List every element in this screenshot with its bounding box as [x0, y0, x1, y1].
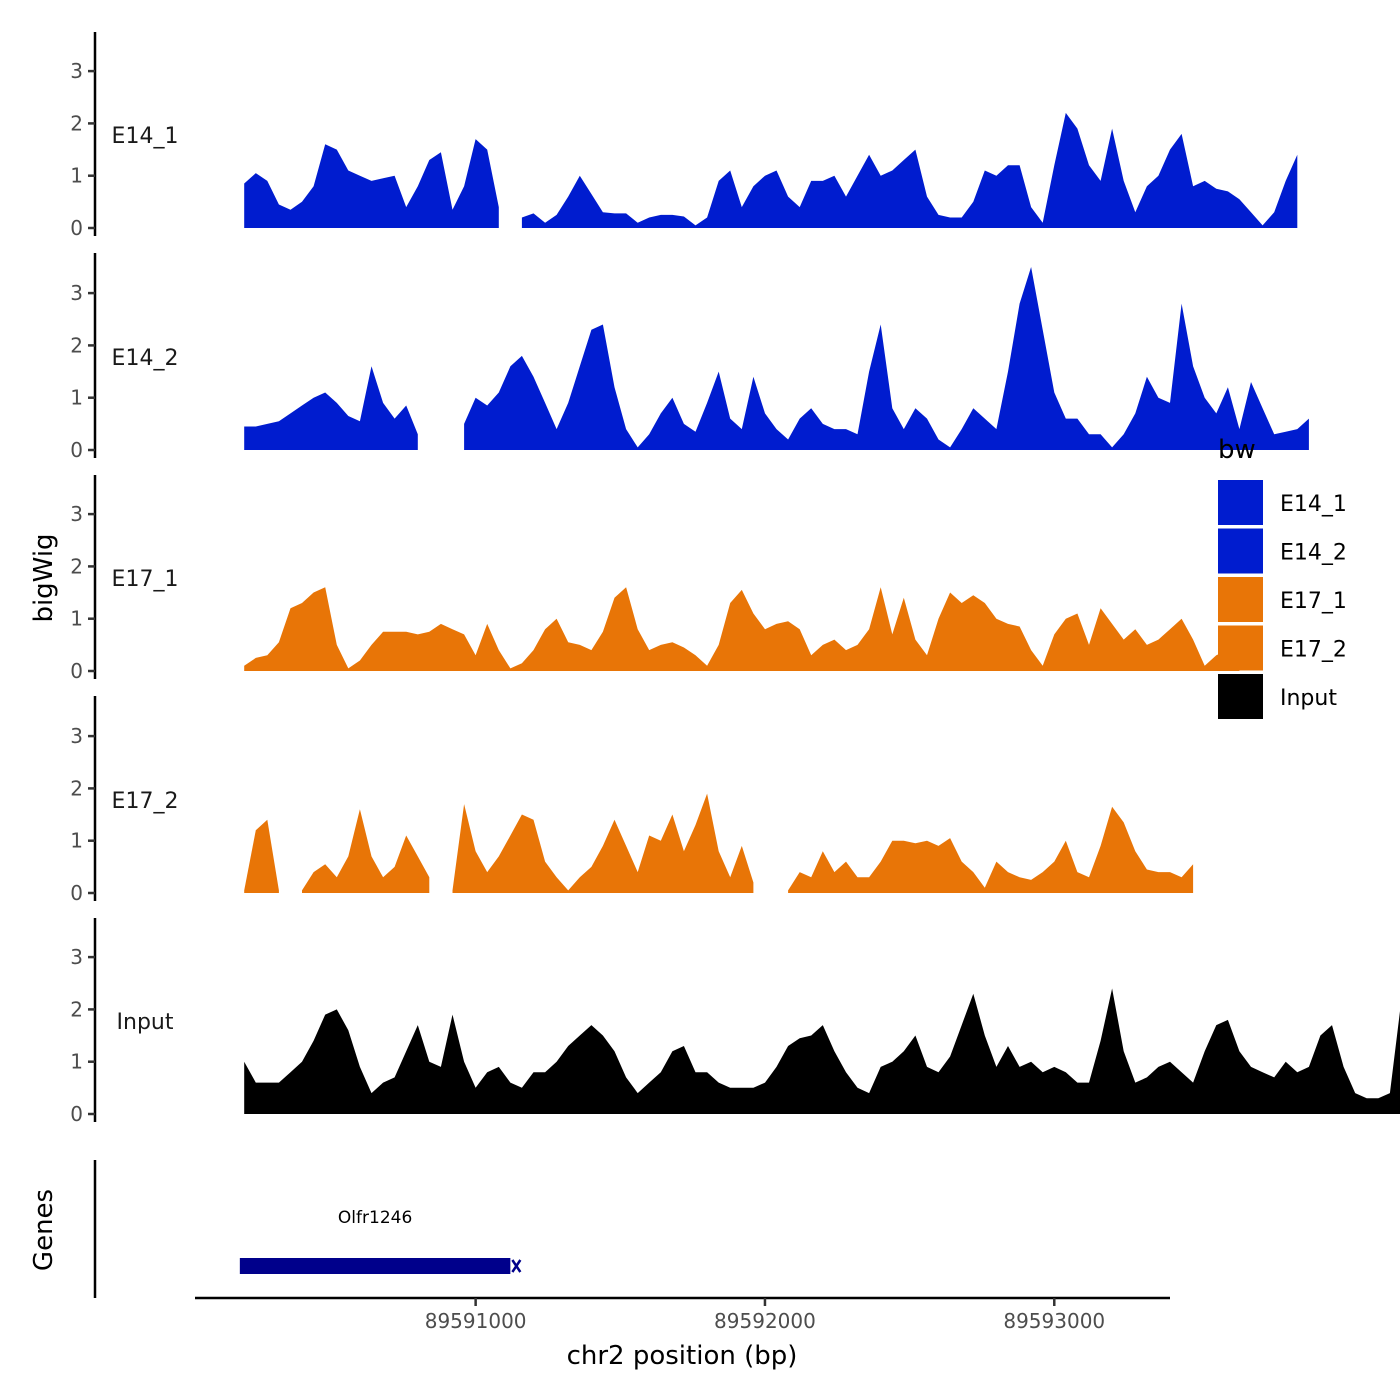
track-label: E17_1 [112, 567, 179, 592]
y-tick-label: 2 [70, 111, 83, 135]
track-E14_1: 0 1 2 3 E14_1 [70, 32, 1298, 240]
y-tick-label: 1 [70, 607, 83, 631]
gene-body [239, 1258, 511, 1274]
gene-strand-arrow [511, 1259, 522, 1273]
x-tick-label: 89592000 [714, 1309, 816, 1333]
coverage-area-E14_1 [521, 112, 1298, 228]
y-tick-label: 2 [70, 776, 83, 800]
coverage-tracks: 0 1 2 3 E14_1 0 1 2 3 E14_2 0 1 2 3 E17_1 0 1 2 3 E17_2 0 1 2 3… [70, 32, 1400, 1126]
track-E17_2: 0 1 2 3 E17_2 [70, 696, 1194, 905]
y-tick-label: 3 [70, 724, 83, 748]
y-tick-label: 3 [70, 502, 83, 526]
x-tick-label: 89591000 [425, 1309, 527, 1333]
gene-label: Olfr1246 [338, 1208, 412, 1228]
legend-label: Input [1280, 686, 1337, 711]
x-axis: 89591000 89592000 89593000 [195, 1296, 1170, 1333]
legend-item-Input: Input [1218, 674, 1337, 719]
y-tick-label: 1 [70, 829, 83, 853]
y-tick-label: 0 [70, 881, 83, 905]
legend-label: E17_2 [1280, 638, 1347, 663]
legend-swatch [1218, 480, 1263, 525]
track-label: Input [117, 1010, 174, 1035]
y-tick-label: 1 [70, 164, 83, 188]
track-E14_2: 0 1 2 3 E14_2 [70, 253, 1309, 462]
legend-swatch [1218, 577, 1263, 622]
coverage-area-E14_2 [464, 267, 1309, 450]
gene-panel: Olfr1246 [93, 1160, 522, 1298]
legend-label: E17_1 [1280, 589, 1347, 614]
coverage-area-E17_2 [302, 809, 430, 893]
y-tick-label: 2 [70, 554, 83, 578]
y-tick-label: 3 [70, 59, 83, 83]
legend-item-E14_2: E14_2 [1218, 528, 1347, 574]
y-tick-label: 2 [70, 997, 83, 1021]
coverage-area-E17_1 [244, 587, 1240, 671]
coverage-area-E14_2 [244, 366, 418, 450]
coverage-area-E17_2 [244, 819, 279, 893]
track-label: E14_2 [112, 346, 179, 371]
legend-item-E17_2: E17_2 [1218, 625, 1347, 671]
legend-title: bw [1218, 435, 1256, 465]
track-label: E17_2 [112, 789, 179, 814]
y-tick-label: 2 [70, 333, 83, 357]
y-tick-label: 0 [70, 438, 83, 462]
coverage-area-E14_1 [244, 139, 499, 228]
legend-item-E17_1: E17_1 [1218, 577, 1347, 622]
x-tick-label: 89593000 [1003, 1309, 1105, 1333]
legend-swatch [1218, 528, 1263, 574]
coverage-area-E17_2 [788, 806, 1194, 893]
coverage-area-Input [244, 988, 1400, 1114]
y-axis-title: bigWig [29, 533, 59, 622]
x-axis-title: chr2 position (bp) [567, 1341, 798, 1371]
y-tick-label: 3 [70, 281, 83, 305]
track-label: E14_1 [112, 124, 179, 149]
legend-label: E14_2 [1280, 541, 1347, 566]
y-tick-label: 0 [70, 659, 83, 683]
track-E17_1: 0 1 2 3 E17_1 [70, 475, 1240, 683]
coverage-area-E17_2 [452, 793, 754, 893]
legend-item-E14_1: E14_1 [1218, 480, 1347, 525]
track-Input: 0 1 2 3 Input [70, 918, 1400, 1126]
legend: bw E14_1 E14_2 E17_1 E17_2 Input [1218, 435, 1347, 719]
legend-label: E14_1 [1280, 492, 1347, 517]
legend-swatch [1218, 674, 1263, 719]
y-tick-label: 1 [70, 386, 83, 410]
y-tick-label: 0 [70, 1102, 83, 1126]
legend-swatch [1218, 625, 1263, 671]
y-tick-label: 1 [70, 1050, 83, 1074]
y-tick-label: 0 [70, 216, 83, 240]
genes-axis-title: Genes [29, 1189, 59, 1271]
y-tick-label: 3 [70, 945, 83, 969]
